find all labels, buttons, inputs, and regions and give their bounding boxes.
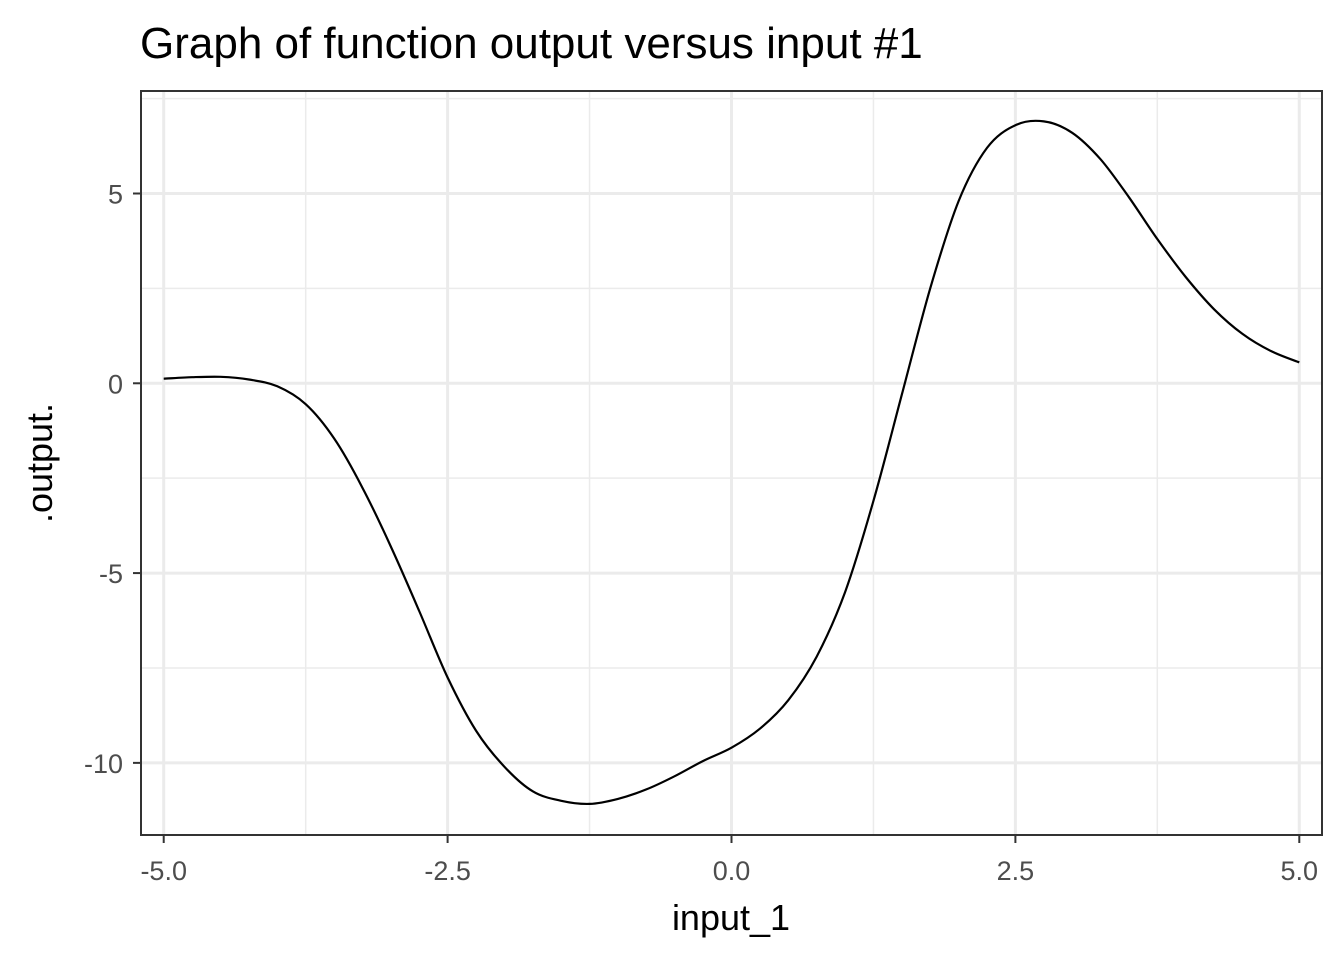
x-tick-label: 2.5 xyxy=(997,856,1035,886)
x-tick-label: -5.0 xyxy=(140,856,187,886)
x-tick-label: -2.5 xyxy=(424,856,471,886)
x-tick-label: 0.0 xyxy=(713,856,751,886)
x-tick-label: 5.0 xyxy=(1281,856,1319,886)
x-axis: -5.0 -2.5 0.0 2.5 5.0 xyxy=(140,835,1318,886)
x-axis-title: input_1 xyxy=(672,897,790,938)
chart-title: Graph of function output versus input #1 xyxy=(140,19,923,68)
y-tick-label: -10 xyxy=(84,749,123,779)
y-tick-label: -5 xyxy=(99,559,123,589)
y-tick-label: 0 xyxy=(108,369,123,399)
y-tick-label: 5 xyxy=(108,179,123,209)
major-grid xyxy=(141,91,1322,835)
series-line xyxy=(163,119,1300,806)
y-axis-title: .output. xyxy=(19,403,60,523)
y-axis: 5 0 -5 -10 xyxy=(84,179,141,779)
